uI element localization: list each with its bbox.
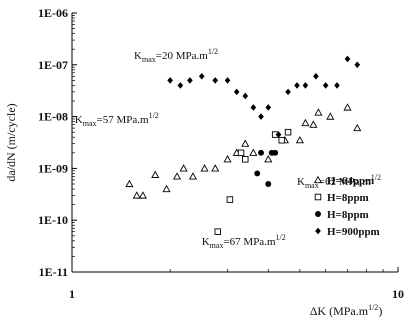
data-point — [265, 181, 272, 187]
data-point — [301, 118, 310, 127]
series-1 — [214, 128, 292, 235]
series-0 — [125, 103, 362, 199]
data-point — [353, 123, 362, 132]
data-point — [313, 72, 319, 80]
data-point — [314, 108, 323, 116]
data-point — [294, 82, 300, 89]
x-axis-label: ΔK (MPa.m1/2) — [310, 303, 383, 318]
data-point — [179, 164, 188, 172]
data-point — [275, 131, 282, 138]
kmax-annotation: Kmax=20 MPa.m1/2 — [134, 47, 218, 64]
data-point — [177, 82, 184, 89]
data-point — [344, 55, 351, 63]
data-point — [237, 149, 245, 157]
legend-label: H=900ppm — [327, 226, 380, 238]
kmax-annotation: Kmax=62 MPa.m1/2 — [297, 173, 381, 190]
data-point — [254, 170, 261, 177]
data-point — [334, 82, 340, 89]
data-point — [264, 155, 273, 163]
data-point — [284, 128, 292, 136]
data-marks — [125, 55, 362, 235]
data-point — [278, 136, 286, 144]
data-point — [258, 149, 264, 156]
data-point — [172, 172, 182, 180]
data-point — [302, 82, 309, 89]
kmax-annotation: Kmax=57 MPa.m1/2 — [75, 111, 159, 128]
legend-item: H=8ppm — [315, 209, 369, 221]
data-point — [162, 184, 171, 193]
y-tick-label: 1E-08 — [38, 110, 68, 124]
annotations: Kmax=20 MPa.m1/2 Kmax=57 MPa.m1/2 Kmax=62 … — [75, 47, 381, 250]
data-point — [258, 113, 264, 120]
data-point — [198, 72, 205, 80]
data-point — [354, 61, 361, 69]
data-point — [187, 77, 193, 84]
y-tick-label: 1E-09 — [38, 161, 68, 175]
data-point — [224, 77, 231, 84]
axes: 1E-06 1E-07 1E-08 1E-09 1E-10 1E-111 10 da/dN (… — [4, 6, 404, 318]
legend-marker — [313, 175, 323, 184]
data-point — [223, 155, 232, 163]
data-point — [200, 164, 209, 172]
legend-item: H=8ppm — [314, 192, 369, 204]
legend-label: H=64ppm — [327, 175, 374, 187]
y-axis-label: da/dN (m/cycle) — [4, 103, 18, 181]
data-point — [295, 135, 304, 144]
data-point — [242, 92, 249, 100]
legend-marker — [315, 227, 321, 235]
legend-label: H=8ppm — [327, 192, 369, 204]
legend-item: H=900ppm — [315, 226, 380, 238]
data-point — [309, 120, 318, 128]
data-point — [233, 88, 240, 96]
y-tick-label: 1E-11 — [39, 265, 68, 279]
kmax-annotation: Kmax=67 MPa.m1/2 — [202, 233, 286, 250]
data-point — [151, 170, 160, 178]
data-point — [167, 77, 173, 84]
legend: H=64ppm H=8ppm H=8ppm H=900ppm — [313, 175, 380, 238]
data-point — [285, 88, 291, 96]
data-point — [250, 104, 257, 111]
series-2 — [254, 149, 279, 187]
data-point — [343, 103, 352, 111]
y-tick-label: 1E-07 — [38, 58, 68, 72]
y-tick-label: 1E-10 — [38, 213, 68, 227]
legend-marker — [315, 211, 321, 217]
data-point — [241, 139, 250, 147]
data-point — [265, 104, 272, 111]
data-point — [326, 112, 335, 120]
legend-marker — [314, 193, 322, 201]
series-3 — [167, 55, 361, 138]
data-point — [242, 156, 249, 163]
data-point — [211, 164, 220, 172]
data-point — [125, 179, 134, 188]
x-tick-label: 1 — [69, 287, 75, 301]
y-tick-label: 1E-06 — [38, 6, 68, 20]
data-point — [212, 77, 219, 84]
x-tick-label: 10 — [392, 287, 404, 301]
data-point — [214, 228, 222, 235]
data-point — [272, 149, 279, 156]
data-point — [138, 191, 147, 199]
legend-label: H=8ppm — [327, 209, 369, 221]
data-point — [322, 82, 329, 89]
data-point — [226, 196, 234, 203]
data-point — [132, 191, 141, 199]
data-point — [188, 172, 198, 180]
data-point — [249, 148, 258, 156]
legend-item: H=64ppm — [313, 175, 374, 187]
